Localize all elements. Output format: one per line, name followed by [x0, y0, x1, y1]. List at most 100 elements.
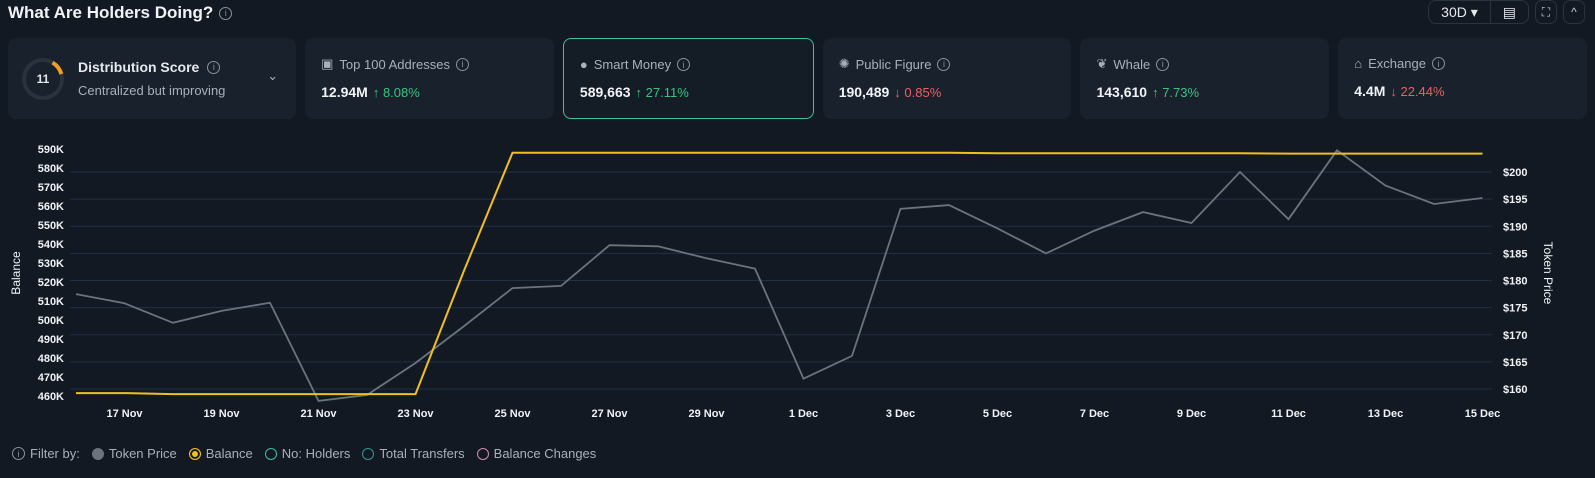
y2-tick-label: $180: [1503, 276, 1527, 288]
x-tick-label: 25 Nov: [494, 408, 531, 420]
y2-tick-label: $190: [1503, 221, 1527, 233]
y-tick-label: 580K: [38, 163, 64, 175]
x-tick-label: 23 Nov: [397, 408, 434, 420]
calendar-icon[interactable]: ▤: [1489, 1, 1528, 23]
range-dropdown[interactable]: 30D ▾: [1441, 3, 1478, 21]
card-change: ↓ 0.85%: [894, 84, 942, 100]
y-tick-label: 480K: [38, 353, 64, 365]
info-icon[interactable]: i: [1156, 57, 1170, 71]
card-value: 143,610: [1096, 84, 1148, 100]
y2-tick-label: $200: [1503, 167, 1527, 179]
x-tick-label: 19 Nov: [203, 408, 240, 420]
card-label: Smart Money: [593, 57, 672, 72]
legend-label: Balance: [205, 446, 253, 461]
distribution-score-card[interactable]: 11 Distribution Score i Centralized but i…: [8, 38, 297, 119]
card-public-figure[interactable]: ✺ Public Figure i 190,489 ↓ 0.85%: [822, 38, 1072, 119]
range-value: 30D: [1441, 4, 1467, 20]
chevron-down-icon[interactable]: ⌄: [267, 68, 279, 83]
card-change: ↓ 22.44%: [1390, 83, 1445, 99]
card-value: 12.94M: [321, 84, 368, 100]
x-tick-label: 5 Dec: [983, 408, 1012, 420]
x-tick-label: 13 Dec: [1368, 408, 1403, 420]
holders-chart: $200 $195 $190 $185 $180 $175 $170 $165 $160 590K…: [9, 144, 1555, 420]
legend-label: No: Holders: [281, 446, 351, 461]
y2-tick-label: $195: [1503, 194, 1527, 206]
info-icon[interactable]: i: [677, 58, 691, 71]
legend-dot-icon: [476, 447, 489, 460]
y-tick-label: 570K: [38, 182, 64, 194]
x-tick-label: 17 Nov: [106, 408, 143, 420]
whale-icon: ❦: [1096, 56, 1108, 71]
info-icon[interactable]: i: [219, 6, 233, 20]
series-line-token-price: [75, 149, 1483, 402]
info-icon[interactable]: i: [207, 60, 221, 74]
legend-label: Balance Changes: [493, 446, 597, 461]
y-tick-label: 520K: [38, 277, 64, 289]
y-tick-label: 550K: [38, 220, 64, 232]
legend-dot-icon: [188, 447, 201, 460]
card-exchange[interactable]: ⌂ Exchange i 4.4M ↓ 22.44%: [1338, 38, 1588, 119]
legend-item[interactable]: No: Holders: [264, 446, 351, 461]
card-whale[interactable]: ❦ Whale i 143,610 ↑ 7.73%: [1080, 38, 1330, 119]
info-icon[interactable]: i: [937, 57, 951, 71]
legend-dot-icon: [264, 447, 277, 460]
card-label: Exchange: [1368, 56, 1426, 71]
y2-tick-label: $185: [1503, 248, 1527, 260]
card-subtitle: Centralized but improving: [78, 83, 226, 98]
card-top-100[interactable]: ▣ Top 100 Addresses i 12.94M ↑ 8.08%: [305, 38, 554, 119]
x-tick-label: 7 Dec: [1080, 408, 1109, 420]
title-text: What Are Holders Doing?: [8, 3, 214, 22]
y2-tick-label: $170: [1503, 330, 1527, 342]
fullscreen-icon[interactable]: ⛶: [1535, 0, 1557, 24]
x-tick-label: 15 Dec: [1465, 408, 1500, 420]
legend-item[interactable]: Balance Changes: [476, 446, 597, 461]
card-change: ↑ 7.73%: [1152, 84, 1200, 100]
y-tick-label: 460K: [38, 391, 64, 403]
filter-label: Filter by:: [30, 446, 80, 461]
money-icon: ▣: [321, 56, 334, 71]
legend-dot-icon: [362, 447, 375, 460]
person-icon: ✺: [838, 56, 850, 71]
y2-axis-label: Token Price: [1541, 242, 1555, 305]
range-selector[interactable]: 30D ▾ ▤: [1428, 0, 1529, 24]
x-tick-label: 27 Nov: [591, 408, 628, 420]
y-tick-label: 530K: [38, 258, 64, 270]
legend-label: Total Transfers: [379, 446, 465, 461]
y2-tick-label: $160: [1503, 384, 1527, 396]
card-value: 4.4M: [1354, 83, 1386, 99]
legend-item[interactable]: Total Transfers: [362, 446, 465, 461]
y2-tick-label: $165: [1503, 357, 1527, 369]
x-tick-label: 3 Dec: [886, 408, 915, 420]
card-label: Distribution Score: [78, 59, 200, 75]
legend-item[interactable]: Token Price: [91, 446, 177, 461]
card-value: 589,663: [579, 84, 631, 100]
y-axis-label: Balance: [9, 251, 23, 295]
bank-icon: ⌂: [1354, 56, 1363, 71]
score-ring: 11: [22, 57, 64, 100]
series-line-balance: [76, 151, 1483, 396]
legend-item[interactable]: Balance: [188, 446, 253, 461]
y-tick-label: 470K: [38, 372, 64, 384]
x-tick-label: 11 Dec: [1271, 408, 1306, 420]
legend-dot-icon: [91, 447, 104, 460]
info-icon[interactable]: i: [456, 57, 469, 71]
x-tick-label: 9 Dec: [1177, 408, 1206, 420]
x-tick-label: 21 Nov: [300, 408, 337, 420]
score-value: 11: [36, 71, 50, 86]
legend-label: Token Price: [108, 446, 177, 461]
card-smart-money[interactable]: ● Smart Money i 589,663 ↑ 27.11%: [562, 38, 814, 119]
legend: i Filter by: Token Price Balance No: Holder…: [12, 446, 596, 461]
card-value: 190,489: [838, 84, 890, 100]
card-change: ↑ 27.11%: [635, 84, 689, 100]
collapse-icon[interactable]: ^: [1563, 0, 1585, 24]
info-icon[interactable]: i: [12, 447, 25, 460]
x-tick-label: 29 Nov: [688, 408, 725, 420]
y-tick-label: 510K: [38, 296, 64, 308]
x-tick-label: 1 Dec: [789, 408, 818, 420]
y-tick-label: 560K: [38, 201, 64, 213]
y-tick-label: 540K: [38, 239, 64, 251]
card-label: Public Figure: [855, 56, 932, 72]
y-tick-label: 590K: [38, 144, 64, 156]
info-icon[interactable]: i: [1431, 57, 1445, 70]
card-change: ↑ 8.08%: [372, 84, 420, 100]
